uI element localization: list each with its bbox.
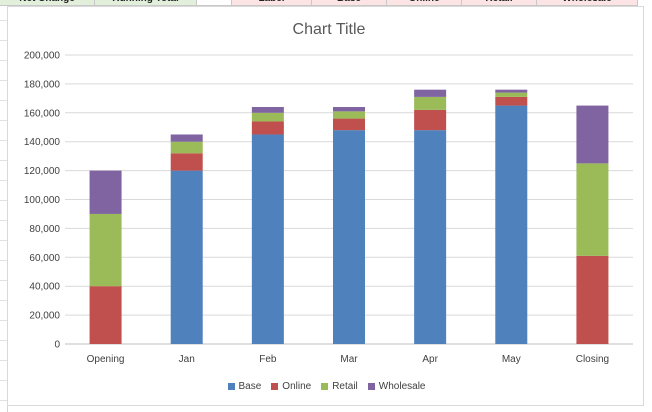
header-cell[interactable]: Label bbox=[232, 0, 312, 6]
bar-segment-base[interactable] bbox=[251, 134, 284, 344]
bar-segment-base[interactable] bbox=[414, 130, 447, 344]
bar-segment-wholesale[interactable] bbox=[495, 89, 528, 93]
y-tick-label: 120,000 bbox=[24, 166, 61, 177]
header-cell-label: Wholesale bbox=[562, 0, 611, 4]
legend-label: Retail bbox=[332, 380, 358, 392]
legend-swatch bbox=[271, 382, 279, 390]
stacked-bar-chart: Chart Title 0 20,000 40,000 60,000 80,000 100,… bbox=[24, 21, 633, 365]
x-tick-label: Feb bbox=[259, 354, 277, 365]
bar-segment-wholesale[interactable] bbox=[576, 105, 609, 164]
row-gridline bbox=[0, 60, 7, 61]
legend-swatch bbox=[321, 382, 329, 390]
bar-segment-retail[interactable] bbox=[495, 92, 528, 97]
y-tick-label: 80,000 bbox=[29, 224, 60, 235]
y-tick-label: 100,000 bbox=[24, 195, 61, 206]
legend-label: Base bbox=[238, 380, 262, 392]
header-cell-label: Online bbox=[408, 0, 439, 4]
row-gridline bbox=[0, 220, 7, 221]
chart-legend[interactable]: Base Online Retail Wholesale bbox=[8, 379, 645, 393]
legend-swatch bbox=[227, 382, 235, 390]
chart-area[interactable]: Chart Title 0 20,000 40,000 60,000 80,000 100,… bbox=[7, 6, 644, 406]
y-tick-label: 160,000 bbox=[24, 108, 61, 119]
row-gridline bbox=[0, 240, 7, 241]
x-tick-label: Jan bbox=[179, 354, 195, 365]
bar-segment-retail[interactable] bbox=[170, 141, 203, 154]
legend-item-wholesale[interactable]: Wholesale bbox=[367, 380, 426, 392]
bar-segment-retail[interactable] bbox=[251, 112, 284, 122]
header-cell-label: Running Total bbox=[112, 0, 178, 4]
chart-title: Chart Title bbox=[293, 21, 366, 38]
legend-swatch bbox=[367, 382, 375, 390]
header-cell-label: Retail bbox=[485, 0, 512, 4]
header-cell[interactable]: Retail bbox=[462, 0, 537, 6]
legend-label: Online bbox=[282, 380, 312, 392]
bar-segment-retail[interactable] bbox=[333, 111, 365, 119]
row-gridline bbox=[0, 360, 7, 361]
row-gridline bbox=[0, 160, 7, 161]
bar-segment-online[interactable] bbox=[89, 286, 122, 344]
row-gridline bbox=[0, 100, 7, 101]
row-gridline bbox=[0, 120, 7, 121]
row-gridline bbox=[0, 280, 7, 281]
header-cell-label: Net Change bbox=[19, 0, 75, 4]
bar-segment-wholesale[interactable] bbox=[251, 107, 284, 113]
bar-segment-online[interactable] bbox=[414, 109, 447, 131]
header-cell[interactable] bbox=[197, 0, 232, 6]
bar-segment-online[interactable] bbox=[251, 121, 284, 135]
bar-segment-wholesale[interactable] bbox=[333, 107, 365, 112]
bar-segment-base[interactable] bbox=[495, 105, 528, 344]
row-gridline bbox=[0, 380, 7, 381]
x-tick-label: Closing bbox=[576, 354, 609, 365]
x-tick-label: May bbox=[502, 354, 521, 365]
header-cell[interactable]: Net Change bbox=[0, 0, 95, 6]
row-gridline bbox=[0, 260, 7, 261]
row-gridline bbox=[0, 40, 7, 41]
x-tick-label: Apr bbox=[422, 354, 438, 365]
legend-item-retail[interactable]: Retail bbox=[321, 381, 358, 392]
header-cell-label: Base bbox=[337, 0, 361, 4]
y-tick-label: 0 bbox=[54, 340, 60, 351]
row-gridline bbox=[0, 340, 7, 341]
bar-segment-base[interactable] bbox=[170, 170, 203, 344]
bar-segment-online[interactable] bbox=[333, 118, 365, 131]
row-gridline bbox=[0, 180, 7, 181]
row-gridline bbox=[0, 320, 7, 321]
bar-segment-retail[interactable] bbox=[576, 163, 609, 256]
x-tick-label: Mar bbox=[340, 354, 358, 365]
header-cell[interactable]: Base bbox=[312, 0, 387, 6]
row-gridline bbox=[0, 200, 7, 201]
y-tick-label: 200,000 bbox=[24, 51, 61, 62]
y-tick-label: 140,000 bbox=[24, 137, 61, 148]
y-tick-label: 60,000 bbox=[29, 253, 60, 264]
legend-item-online[interactable]: Online bbox=[271, 381, 311, 392]
bar-segment-wholesale[interactable] bbox=[414, 89, 447, 97]
bar-segment-retail[interactable] bbox=[89, 213, 122, 287]
header-cell[interactable]: Running Total bbox=[95, 0, 197, 6]
spreadsheet-header-row: Net Change Running Total Label Base Online Re… bbox=[0, 0, 652, 6]
row-gridline bbox=[0, 400, 7, 401]
bar-segment-online[interactable] bbox=[495, 96, 528, 106]
y-tick-label: 20,000 bbox=[29, 311, 60, 322]
bar-segment-retail[interactable] bbox=[414, 96, 447, 110]
bar-segment-online[interactable] bbox=[576, 255, 609, 344]
y-tick-label: 40,000 bbox=[29, 282, 60, 293]
bar-segment-wholesale[interactable] bbox=[170, 134, 203, 142]
bar-segment-online[interactable] bbox=[170, 153, 203, 171]
row-gridline bbox=[0, 300, 7, 301]
header-cell-label: Label bbox=[258, 0, 284, 4]
x-tick-label: Opening bbox=[87, 354, 125, 365]
row-gridline bbox=[0, 80, 7, 81]
row-gridline bbox=[0, 20, 7, 21]
header-cell[interactable]: Wholesale bbox=[537, 0, 638, 6]
legend-item-base[interactable]: Base bbox=[227, 380, 262, 392]
y-tick-label: 180,000 bbox=[24, 79, 61, 90]
header-cell[interactable]: Online bbox=[387, 0, 462, 6]
row-gridline bbox=[0, 140, 7, 141]
legend-label: Wholesale bbox=[378, 380, 426, 392]
bar-segment-base[interactable] bbox=[333, 130, 365, 344]
bar-segment-wholesale[interactable] bbox=[89, 170, 122, 214]
